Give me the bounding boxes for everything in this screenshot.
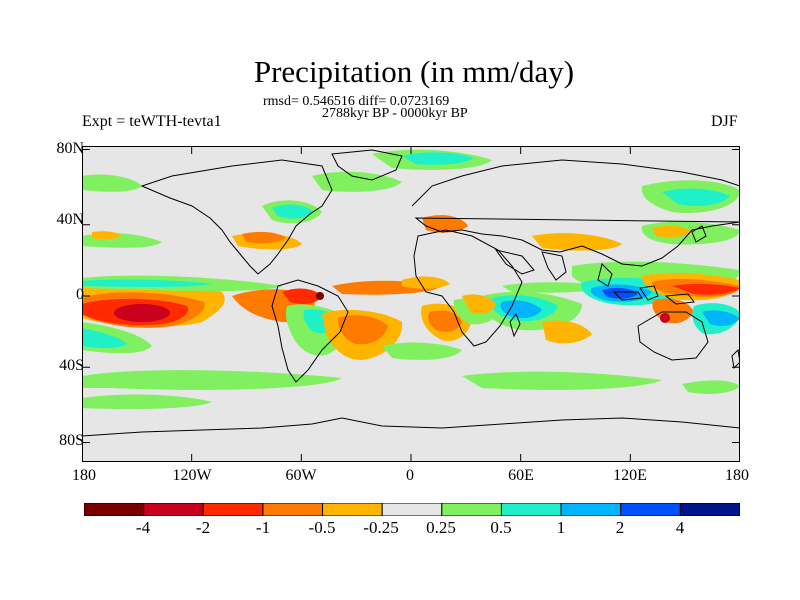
- plot-title: Precipitation (in mm/day): [253, 54, 575, 89]
- anomaly-region: [338, 315, 388, 345]
- coastline: [494, 249, 567, 281]
- anomaly-region: [316, 292, 324, 300]
- anomaly-region: [82, 370, 342, 390]
- colorbar-box: [381, 503, 443, 516]
- colorbar-box: [560, 503, 622, 516]
- anomaly-region: [82, 279, 212, 287]
- anomaly-region: [462, 371, 662, 390]
- anomaly-region: [272, 204, 314, 219]
- coastline: [509, 312, 521, 338]
- coastline: [691, 225, 707, 243]
- coastline: [731, 348, 740, 370]
- coastline: [140, 159, 333, 275]
- colorbar-label: 1: [556, 518, 566, 537]
- anomaly-region: [82, 328, 127, 348]
- y-tick-label: 80S: [59, 432, 84, 449]
- colorbar-label: -2: [195, 518, 211, 537]
- anomaly-region: [652, 225, 692, 238]
- anomaly-region: [114, 304, 170, 322]
- time-period-label: 2788kyr BP - 0000kyr BP: [322, 106, 468, 121]
- anomaly-region: [242, 231, 286, 244]
- anomaly-region: [428, 310, 462, 332]
- anomaly-region: [92, 231, 122, 240]
- colorbar-label: 4: [675, 518, 685, 537]
- coastline: [271, 279, 349, 383]
- anomaly-region: [500, 300, 542, 318]
- anomaly-region: [682, 380, 740, 394]
- colorbar-label: -1: [255, 518, 271, 537]
- anomaly-region: [422, 215, 468, 233]
- colorbar-label: 0.5: [490, 518, 512, 537]
- precipitation-difference-map: [82, 146, 740, 462]
- y-tick-label: 40S: [59, 357, 84, 374]
- colorbar-box: [143, 503, 204, 516]
- coastlines: [82, 149, 740, 437]
- colorbar-box: [679, 503, 740, 516]
- colorbar-label: -0.5: [308, 518, 336, 537]
- x-tick-label: 0: [406, 467, 414, 484]
- coastline: [637, 311, 709, 361]
- anomaly-region: [602, 287, 638, 299]
- colorbar-label: -0.25: [363, 518, 399, 537]
- anomaly-region: [702, 310, 740, 326]
- coastline: [413, 229, 523, 347]
- x-tick-label: 180: [725, 467, 749, 484]
- x-tick-label: 180: [72, 467, 96, 484]
- colorbar-box: [620, 503, 681, 516]
- colorbar-label: -4: [135, 518, 151, 537]
- colorbar-box: [202, 503, 264, 516]
- anomaly-region: [402, 152, 474, 165]
- anomaly-region: [542, 320, 592, 344]
- x-tick-label: 60E: [508, 467, 534, 484]
- colorbar-box: [441, 503, 502, 516]
- anomaly-region: [82, 174, 142, 192]
- anomaly-region: [532, 233, 622, 251]
- y-tick-label: 40N: [56, 211, 84, 228]
- colorbar: [84, 503, 740, 516]
- coastline: [411, 159, 740, 267]
- anomaly-region: [382, 342, 462, 360]
- coastline: [331, 149, 403, 181]
- anomaly-region: [662, 188, 730, 206]
- colorbar-label: 2: [615, 518, 625, 537]
- colorbar-box: [262, 503, 324, 516]
- colorbar-box: [500, 503, 562, 516]
- anomaly-region: [672, 283, 740, 295]
- colorbar-label: 0.25: [426, 518, 456, 537]
- colorbar-box: [84, 503, 145, 516]
- colorbar-box: [322, 503, 383, 516]
- anomaly-region: [402, 276, 450, 289]
- anomaly-region: [282, 288, 322, 304]
- experiment-label: Expt = teWTH-tevta1: [82, 113, 222, 130]
- y-tick-label: 0: [76, 286, 84, 303]
- anomaly-region: [82, 394, 212, 410]
- coastline: [82, 417, 740, 437]
- season-label: DJF: [711, 113, 738, 130]
- anomaly-region: [660, 313, 670, 323]
- x-tick-label: 60W: [285, 467, 317, 484]
- axis-ticks: [82, 146, 740, 462]
- x-tick-label: 120E: [613, 467, 647, 484]
- anomaly-region: [462, 294, 496, 314]
- rmsd-diff-stats: rmsd= 0.546516 diff= 0.0723169: [263, 94, 450, 109]
- coastline: [597, 263, 695, 305]
- y-tick-label: 80N: [56, 140, 84, 157]
- x-tick-label: 120W: [172, 467, 212, 484]
